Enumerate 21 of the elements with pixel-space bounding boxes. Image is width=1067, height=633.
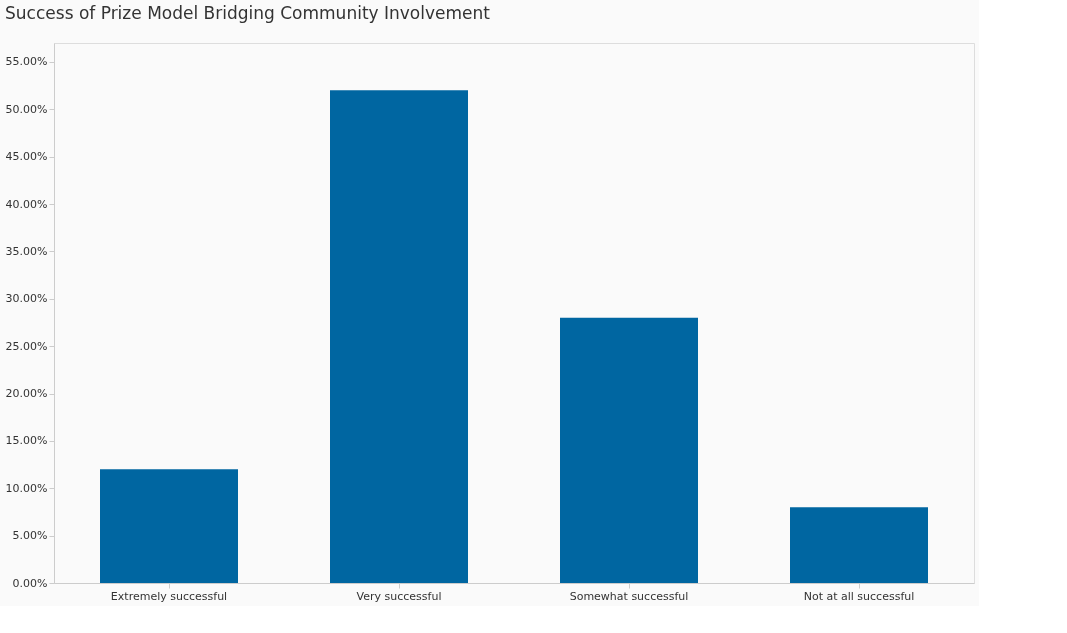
- y-tick-label: 30.00%: [5, 292, 48, 306]
- y-tick-label: 5.00%: [12, 529, 48, 543]
- y-tick-label: 45.00%: [5, 150, 48, 164]
- y-tick-label: 10.00%: [5, 481, 48, 495]
- bar: [100, 469, 238, 583]
- bar: [330, 90, 468, 583]
- y-tick-label: 15.00%: [5, 434, 48, 448]
- y-tick-label: 40.00%: [5, 197, 48, 211]
- y-tick-label: 20.00%: [5, 387, 48, 401]
- y-tick-label: 0.00%: [12, 576, 48, 590]
- y-tick-label: 50.00%: [5, 102, 48, 116]
- x-tick-label: Very successful: [356, 589, 442, 603]
- y-tick-label: 25.00%: [5, 339, 48, 353]
- bar: [560, 317, 698, 583]
- y-tick-label: 35.00%: [5, 244, 48, 258]
- x-tick-label: Extremely successful: [110, 589, 228, 603]
- x-tick-label: Somewhat successful: [569, 589, 689, 603]
- chart-title: Success of Prize Model Bridging Community Involvement: [5, 3, 491, 23]
- y-tick-label: 55.00%: [5, 55, 48, 69]
- x-tick-label: Not at all successful: [803, 589, 915, 603]
- bar: [790, 507, 928, 583]
